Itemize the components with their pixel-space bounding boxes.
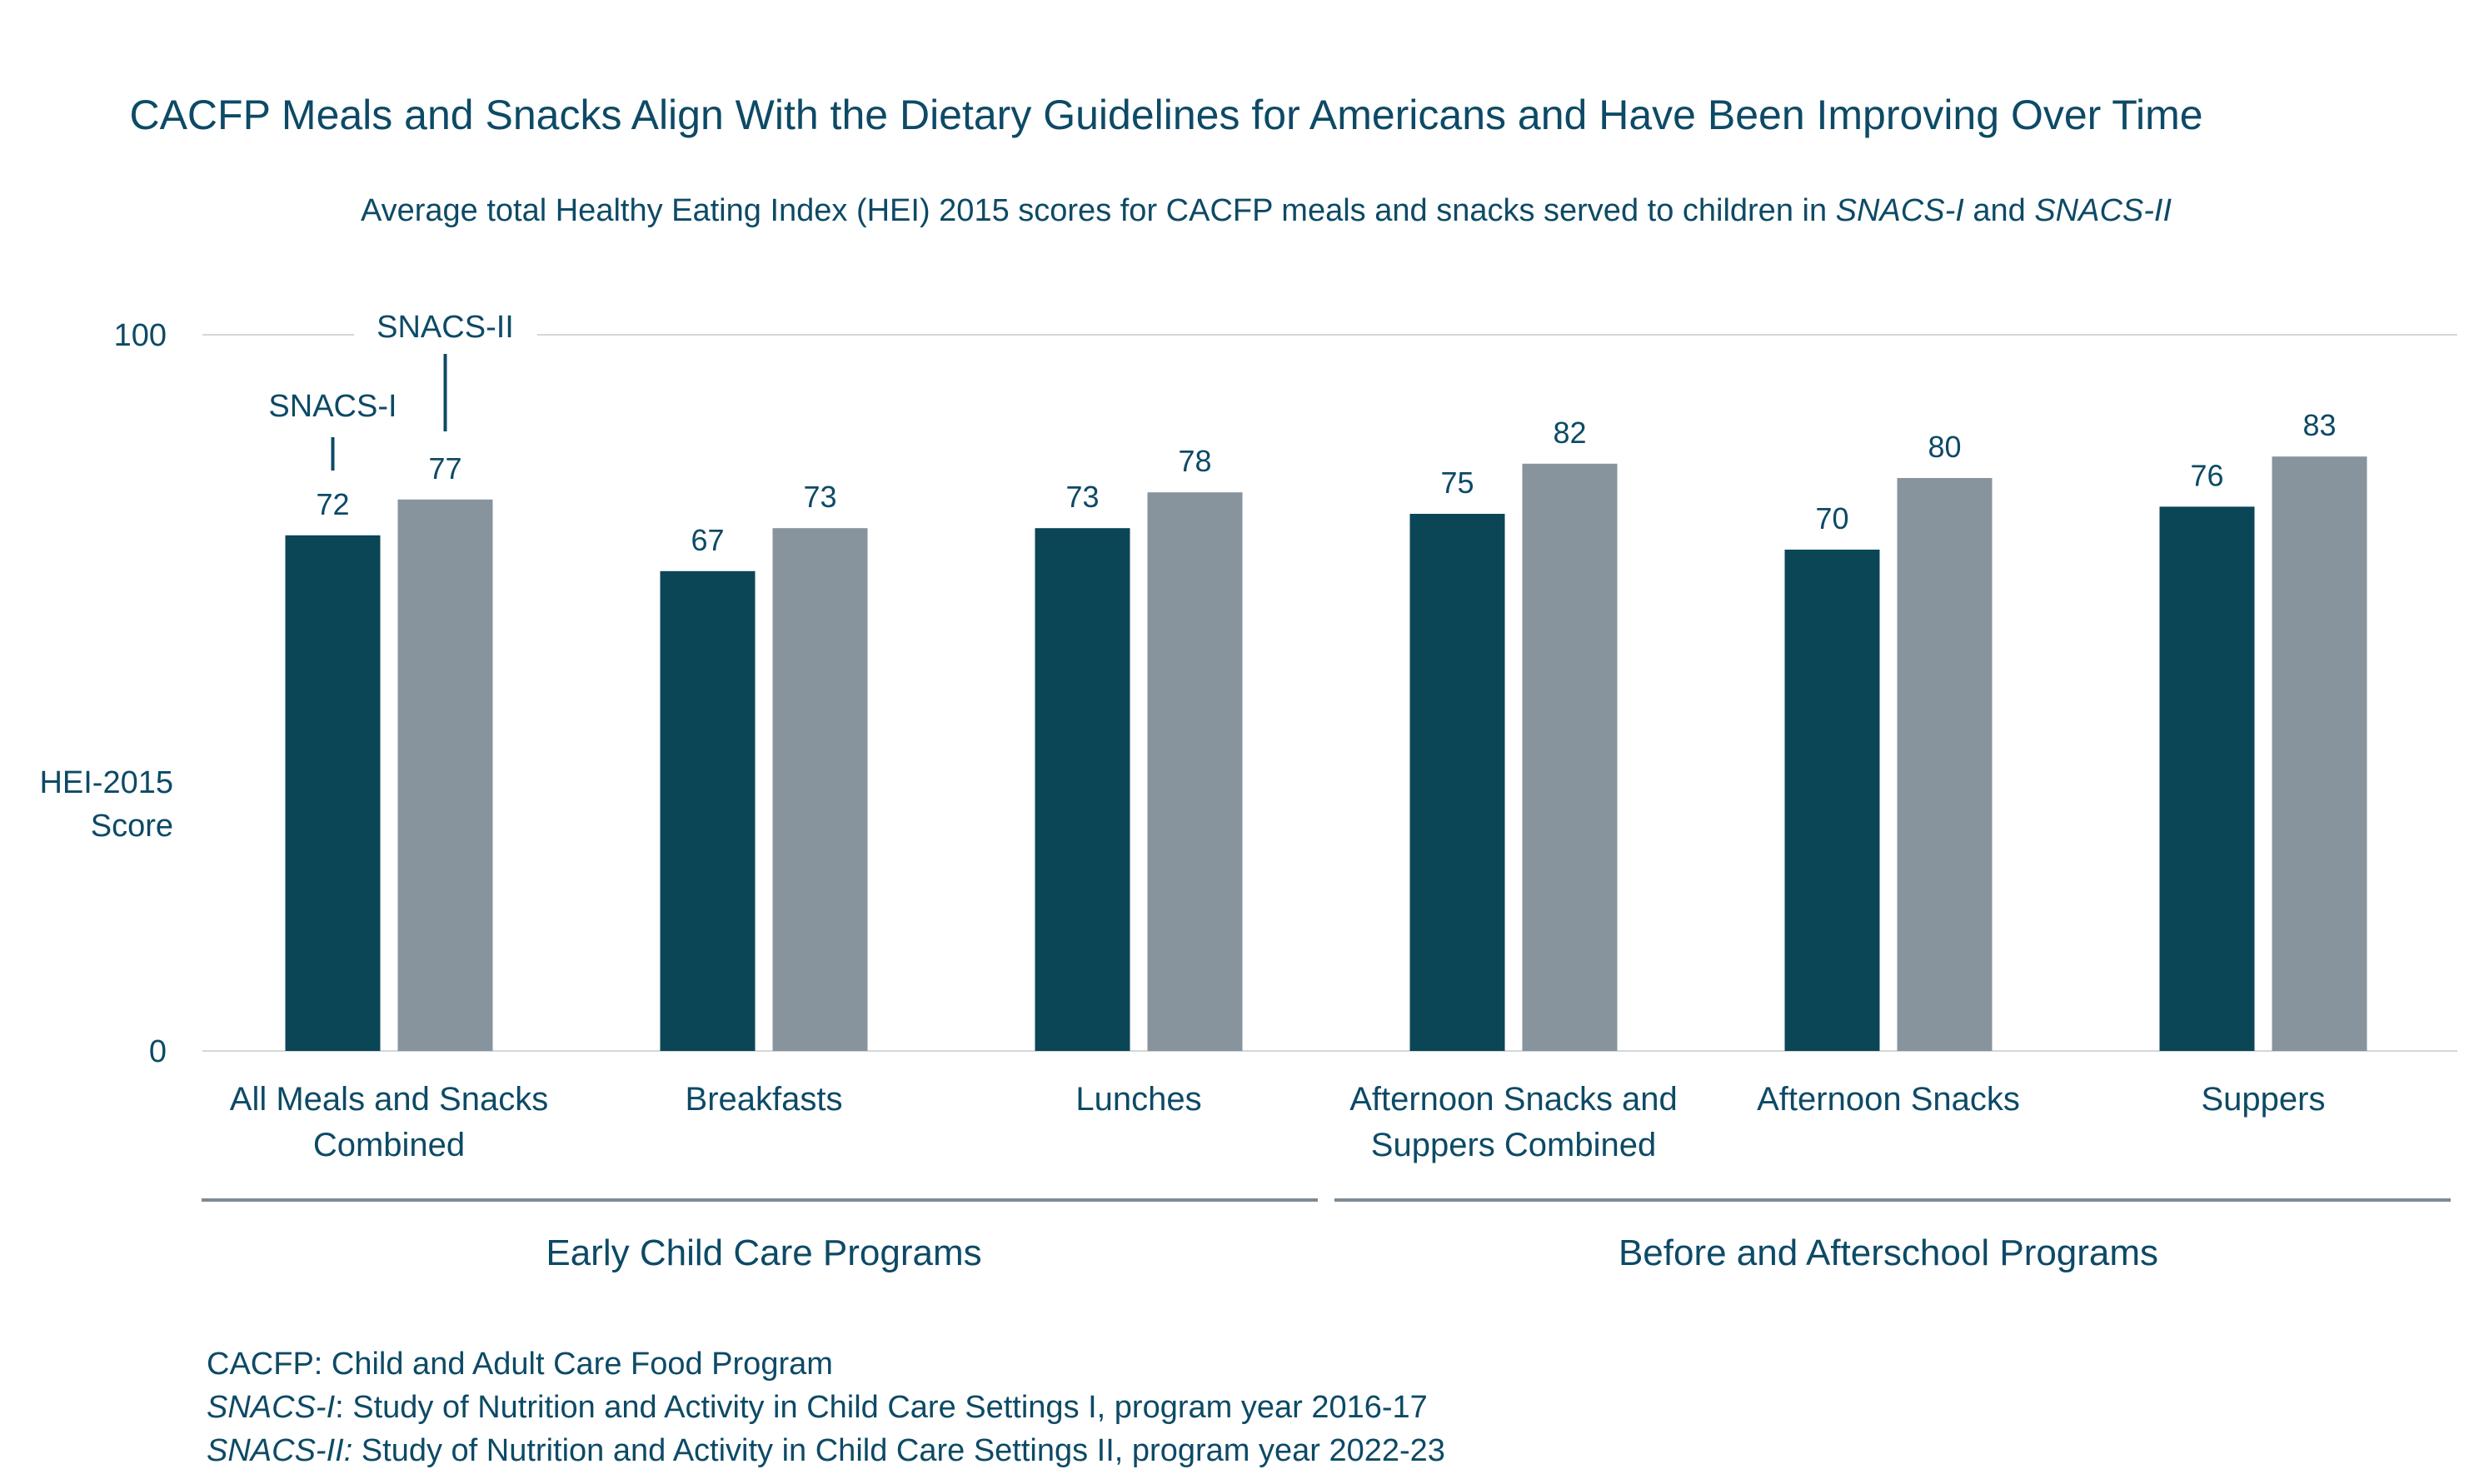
value-label: 67 xyxy=(691,523,724,557)
category-label: Breakfasts xyxy=(686,1081,843,1118)
category-label: All Meals and Snacks xyxy=(230,1081,548,1118)
category-label: Afternoon Snacks and xyxy=(1349,1081,1678,1118)
y-axis-label: HEI-2015 xyxy=(39,765,173,800)
chart-title: CACFP Meals and Snacks Align With the Di… xyxy=(129,92,2202,138)
footnote-text: CACFP: Child and Adult Care Food Program xyxy=(207,1347,833,1382)
value-label: 76 xyxy=(2190,458,2223,492)
value-label: 83 xyxy=(2302,408,2336,442)
bar-snacs-i xyxy=(2159,506,2255,1051)
footnote-line: CACFP: Child and Adult Care Food Program xyxy=(207,1347,833,1382)
y-tick-label: 100 xyxy=(114,318,167,353)
value-label: 77 xyxy=(428,451,461,486)
chart-subtitle: Average total Healthy Eating Index (HEI)… xyxy=(361,193,2172,228)
value-label: 80 xyxy=(1928,430,1961,464)
value-label: 73 xyxy=(803,480,836,514)
bar-snacs-i xyxy=(1409,514,1505,1051)
bar-snacs-ii xyxy=(1522,463,1618,1051)
plot-area: 100 0 HEI-2015 Score 72 77 All Meals and Snack… xyxy=(39,310,2457,1273)
group-label: Early Child Care Programs xyxy=(546,1233,981,1273)
footnotes: CACFP: Child and Adult Care Food Program… xyxy=(207,1347,1445,1468)
subtitle-prefix: Average total Healthy Eating Index (HEI)… xyxy=(361,193,1836,228)
value-label: 70 xyxy=(1815,501,1848,535)
category-label: Afternoon Snacks xyxy=(1757,1081,2020,1118)
subtitle-snacs-i: SNACS-I xyxy=(1836,193,1965,228)
value-label: 72 xyxy=(316,487,349,521)
legend-label-snacs-i: SNACS-I xyxy=(268,389,397,424)
value-label: 75 xyxy=(1440,466,1474,500)
bar-snacs-ii xyxy=(1147,492,1243,1051)
value-label: 82 xyxy=(1553,416,1586,450)
legend-label-snacs-ii: SNACS-II xyxy=(377,310,514,345)
footnote-text: : Study of Nutrition and Activity in Chi… xyxy=(335,1390,1428,1425)
bar-snacs-ii xyxy=(2272,456,2367,1051)
bar-snacs-ii xyxy=(772,528,868,1051)
y-tick-label: 0 xyxy=(149,1034,167,1069)
value-label: 78 xyxy=(1178,444,1211,478)
footnote-term: SNACS-II: xyxy=(207,1433,352,1468)
group-label: Before and Afterschool Programs xyxy=(1619,1233,2158,1273)
footnote-term: SNACS-I xyxy=(207,1390,336,1425)
footnote-line: SNACS-I: Study of Nutrition and Activity… xyxy=(207,1390,1428,1425)
subtitle-snacs-ii: SNACS-II xyxy=(2034,193,2172,228)
category-label: Combined xyxy=(313,1127,465,1163)
bar-snacs-i xyxy=(660,570,756,1051)
bar-snacs-i xyxy=(1784,550,1880,1051)
category-label: Lunches xyxy=(1075,1081,1201,1118)
bar-snacs-i xyxy=(285,535,381,1051)
footnote-line: SNACS-II: Study of Nutrition and Activit… xyxy=(207,1433,1445,1468)
bar-snacs-ii xyxy=(397,499,493,1051)
bar-snacs-i xyxy=(1035,528,1130,1051)
category-label: Suppers Combined xyxy=(1371,1127,1656,1163)
value-label: 73 xyxy=(1065,480,1099,514)
footnote-text: Study of Nutrition and Activity in Child… xyxy=(352,1433,1445,1468)
bar-snacs-ii xyxy=(1897,478,1993,1051)
category-label: Suppers xyxy=(2202,1081,2326,1118)
subtitle-mid: and xyxy=(1964,193,2035,228)
y-axis-label: Score xyxy=(91,809,173,844)
